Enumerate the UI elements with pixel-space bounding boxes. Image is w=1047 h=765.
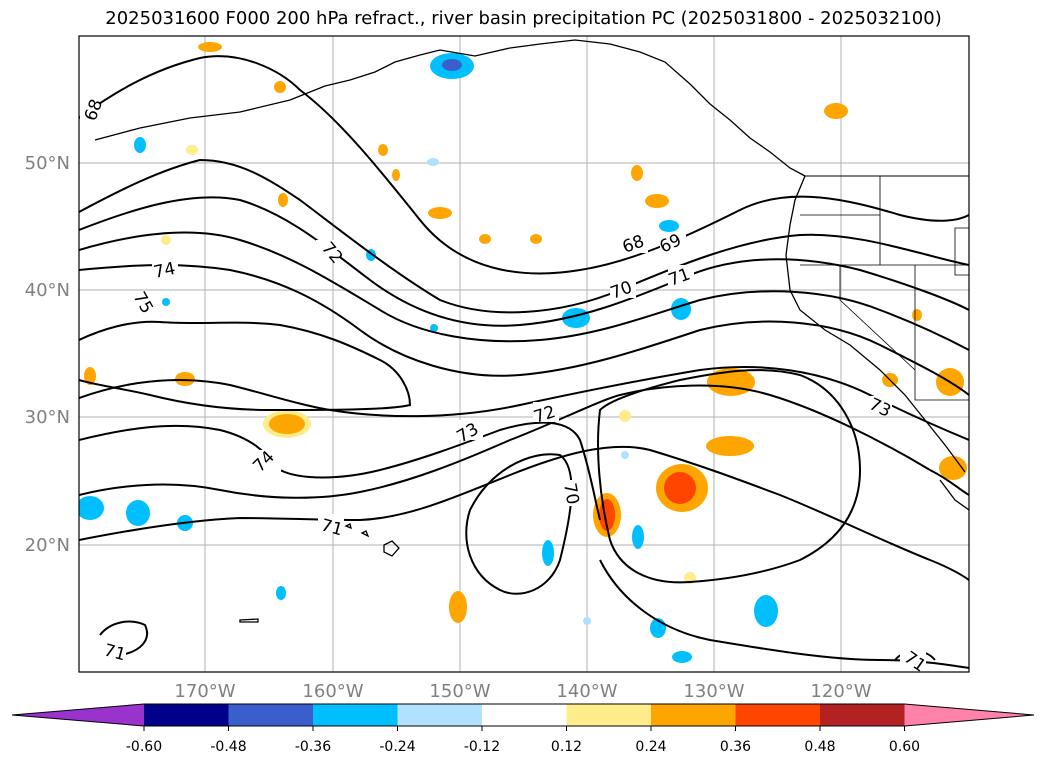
lat-label: 40°N bbox=[25, 280, 70, 301]
colorbar-label: -0.24 bbox=[379, 739, 415, 755]
lat-label: 30°N bbox=[25, 407, 70, 428]
contour-74 bbox=[79, 320, 412, 412]
colorbar-segment bbox=[651, 704, 736, 726]
contour-72-south bbox=[79, 384, 969, 499]
colorbar-label: -0.36 bbox=[295, 739, 331, 755]
lon-label: 170°W bbox=[174, 681, 235, 702]
colorbar-ticks bbox=[143, 726, 905, 731]
precip-blob bbox=[645, 194, 669, 208]
lat-label: 20°N bbox=[25, 535, 70, 556]
precip-blob bbox=[939, 456, 967, 480]
colorbar-label: -0.60 bbox=[126, 739, 162, 755]
precip-blob bbox=[427, 158, 439, 166]
contour-70-north bbox=[79, 196, 969, 327]
colorbar-segment bbox=[482, 704, 567, 726]
latitude-labels: 50°N 40°N 30°N 20°N bbox=[25, 153, 70, 556]
mexico-coast bbox=[939, 479, 969, 511]
precip-blob bbox=[442, 59, 462, 71]
precip-blob bbox=[134, 137, 146, 153]
lon-label: 150°W bbox=[429, 681, 490, 702]
precip-blob bbox=[583, 617, 591, 625]
colorbar-segment bbox=[566, 704, 651, 726]
precip-blob bbox=[186, 145, 198, 155]
colorbar-label: 0.60 bbox=[889, 739, 920, 755]
contour-label: 74 bbox=[152, 259, 177, 283]
precip-blob bbox=[824, 103, 848, 119]
contour-69 bbox=[79, 158, 969, 314]
precip-blob bbox=[621, 451, 629, 459]
precip-blob bbox=[276, 586, 286, 600]
colorbar-label: 0.24 bbox=[635, 739, 666, 755]
colorbar-label: 0.36 bbox=[720, 739, 751, 755]
colorbar-segment bbox=[144, 704, 229, 726]
precip-blob bbox=[162, 298, 170, 306]
precip-blob bbox=[449, 591, 467, 623]
colorbar-segment bbox=[735, 704, 820, 726]
precip-blob bbox=[126, 500, 150, 526]
precip-blob bbox=[672, 651, 692, 663]
precip-blob bbox=[428, 207, 452, 219]
figure-title: 2025031600 F000 200 hPa refract., river … bbox=[105, 8, 942, 29]
precip-blob bbox=[754, 595, 778, 627]
precip-blob bbox=[619, 410, 631, 422]
state-borders bbox=[800, 176, 969, 401]
precip-blob bbox=[84, 367, 96, 385]
precip-blob bbox=[79, 496, 104, 520]
precip-blob bbox=[664, 472, 696, 504]
precip-blob bbox=[278, 193, 288, 207]
contour-68-west bbox=[79, 55, 969, 275]
precip-blob bbox=[530, 234, 542, 244]
colorbar-label: 0.12 bbox=[551, 739, 582, 755]
contour-72-north bbox=[79, 264, 969, 396]
precip-blob bbox=[392, 169, 400, 181]
contour-70-south bbox=[597, 369, 862, 584]
lon-label: 160°W bbox=[302, 681, 363, 702]
contour-73 bbox=[79, 366, 969, 441]
colorbar: -0.60 -0.48 -0.36 -0.24 -0.12 0.12 0.24 … bbox=[11, 703, 1035, 755]
precip-blob bbox=[631, 165, 643, 181]
alaska-coast bbox=[94, 39, 806, 177]
map-background bbox=[79, 36, 969, 672]
lon-label: 120°W bbox=[810, 681, 871, 702]
precip-blob bbox=[378, 144, 388, 156]
colorbar-segment bbox=[820, 704, 905, 726]
contour-70-loop bbox=[465, 453, 573, 595]
colorbar-label: -0.48 bbox=[210, 739, 246, 755]
colorbar-max-extension bbox=[904, 704, 1034, 726]
colorbar-segment bbox=[228, 704, 313, 726]
precip-blob bbox=[175, 372, 195, 386]
lon-label: 130°W bbox=[683, 681, 744, 702]
contour-labels: 68 75 74 72 68 69 70 71 73 72 70 73 74 bbox=[80, 97, 929, 672]
precip-blob bbox=[161, 235, 171, 245]
small-island bbox=[239, 618, 259, 623]
precip-blob bbox=[269, 414, 305, 434]
precipitation-anomaly-field bbox=[79, 42, 967, 663]
map-frame bbox=[78, 35, 970, 673]
hawaii-islands bbox=[344, 523, 400, 557]
precip-blob bbox=[479, 234, 491, 244]
precip-blob bbox=[198, 42, 222, 52]
lat-label: 50°N bbox=[25, 153, 70, 174]
precip-blob bbox=[274, 81, 286, 93]
longitude-labels: 170°W 160°W 150°W 140°W 130°W 120°W bbox=[174, 681, 871, 702]
colorbar-label: 0.48 bbox=[804, 739, 835, 755]
colorbar-label: -0.12 bbox=[464, 739, 500, 755]
precip-blob bbox=[632, 525, 644, 549]
contour-71-north bbox=[79, 231, 969, 351]
contour-label: 70 bbox=[559, 481, 582, 506]
precip-blob bbox=[430, 324, 438, 332]
colorbar-segment bbox=[313, 704, 398, 726]
precip-blob bbox=[542, 540, 554, 566]
contour-73-south bbox=[79, 421, 601, 521]
gridlines bbox=[79, 36, 969, 672]
precip-blob bbox=[659, 220, 679, 232]
lon-label: 140°W bbox=[556, 681, 617, 702]
precip-blob bbox=[706, 436, 754, 456]
precip-blob bbox=[912, 309, 922, 321]
colorbar-segment bbox=[397, 704, 482, 726]
contour-71-southwest bbox=[99, 620, 148, 656]
colorbar-min-extension bbox=[12, 704, 144, 726]
